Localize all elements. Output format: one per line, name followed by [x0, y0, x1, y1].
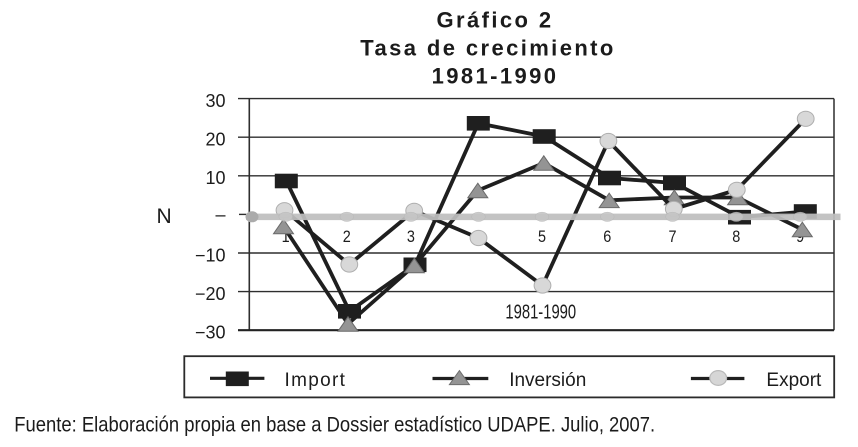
svg-text:30: 30 [205, 91, 225, 111]
svg-text:Fuente: Elaboración propia en: Fuente: Elaboración propia en base a Dos… [14, 413, 655, 436]
svg-text:−10: −10 [195, 245, 226, 265]
svg-text:3: 3 [407, 228, 415, 246]
svg-text:−20: −20 [195, 284, 226, 304]
svg-text:Gráfico 2: Gráfico 2 [437, 8, 554, 33]
svg-text:5: 5 [538, 228, 546, 246]
svg-text:Inversión: Inversión [509, 370, 586, 391]
svg-text:10: 10 [205, 168, 225, 188]
svg-text:Export: Export [766, 370, 822, 391]
svg-text:6: 6 [603, 228, 611, 246]
svg-text:1: 1 [282, 228, 290, 246]
svg-text:8: 8 [732, 228, 740, 246]
svg-text:2: 2 [343, 228, 351, 246]
svg-text:N: N [157, 205, 172, 228]
svg-text:1981-1990: 1981-1990 [505, 300, 576, 323]
svg-text:9: 9 [796, 228, 804, 246]
svg-text:1981-1990: 1981-1990 [432, 64, 559, 89]
svg-text:20: 20 [205, 130, 225, 150]
svg-text:Tasa de crecimiento: Tasa de crecimiento [360, 36, 616, 61]
svg-text:–: – [215, 204, 225, 224]
svg-text:−30: −30 [195, 323, 226, 343]
svg-text:Import: Import [285, 370, 347, 391]
svg-text:7: 7 [668, 228, 676, 246]
